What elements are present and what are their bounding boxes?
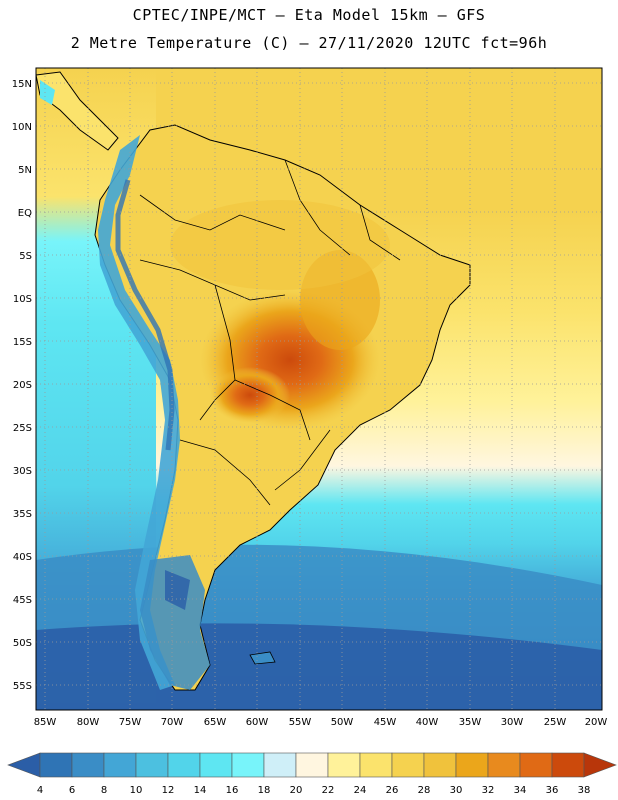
amazon-warm-area <box>170 200 390 290</box>
colorbar-swatch <box>135 752 169 778</box>
colorbar-swatch <box>231 752 265 778</box>
colorbar-tick-label: 24 <box>354 785 367 796</box>
falkland-islands <box>249 651 276 665</box>
title-line-2: 2 Metre Temperature (C) – 27/11/2020 12U… <box>70 34 548 52</box>
colorbar-tick-label: 22 <box>322 785 335 796</box>
colorbar-tick-label: 6 <box>69 785 75 796</box>
colorbar-tick-label: 18 <box>258 785 271 796</box>
colorbar-swatch <box>359 752 393 778</box>
colorbar-tick-label: 26 <box>386 785 399 796</box>
colorbar-tick-label: 38 <box>578 785 591 796</box>
map-frame <box>35 67 603 711</box>
colorbar: 4 6 8 10 12 14 16 18 20 22 24 26 28 30 32 34 36 38 <box>7 752 617 796</box>
colorbar-swatch <box>391 752 425 778</box>
colorbar-tick-label: 10 <box>130 785 143 796</box>
lon-label: 50W <box>331 717 354 728</box>
colorbar-arrow-low <box>7 752 41 778</box>
lon-label: 25W <box>544 717 567 728</box>
lon-label: 85W <box>34 717 57 728</box>
andes-crest <box>115 179 175 451</box>
patagonia-cold-area <box>140 555 210 690</box>
colorbar-tick-label: 8 <box>101 785 107 796</box>
colorbar-swatch <box>263 752 297 778</box>
lon-label: 45W <box>374 717 397 728</box>
lon-label: 60W <box>246 717 269 728</box>
colorbar-swatch <box>487 752 521 778</box>
lon-label: 40W <box>416 717 439 728</box>
colorbar-swatch <box>167 752 201 778</box>
patagonia-coldest-area <box>165 570 190 610</box>
colorbar-swatch <box>39 752 73 778</box>
colorbar-swatch <box>103 752 137 778</box>
colorbar-swatch <box>551 752 585 778</box>
lon-label: 80W <box>77 717 100 728</box>
lat-label: 15S <box>13 337 32 348</box>
lon-label: 70W <box>161 717 184 728</box>
lat-label: 10S <box>13 294 32 305</box>
lon-label: 20W <box>585 717 608 728</box>
chaco-hotspot <box>210 367 290 423</box>
lon-label: 75W <box>119 717 142 728</box>
lat-label: 10N <box>12 122 32 133</box>
lon-label: 55W <box>289 717 312 728</box>
lat-label: 5N <box>18 165 32 176</box>
colorbar-tick-label: 36 <box>546 785 559 796</box>
lat-label: EQ <box>18 208 32 219</box>
andes-cold-strip <box>98 135 180 690</box>
lat-label: 15N <box>12 79 32 90</box>
colorbar-tick-label: 30 <box>450 785 463 796</box>
lat-label: 55S <box>13 681 32 692</box>
lat-label: 25S <box>13 423 32 434</box>
lat-label: 20S <box>13 380 32 391</box>
colorbar-tick-label: 12 <box>162 785 175 796</box>
lon-label: 65W <box>204 717 227 728</box>
colorbar-swatch <box>519 752 553 778</box>
lat-label: 5S <box>19 251 32 262</box>
lat-label: 35S <box>13 509 32 520</box>
colorbar-tick-label: 4 <box>37 785 43 796</box>
lat-labels: 15N 10N 5N EQ 5S 10S 15S 20S 25S 30S 35S… <box>12 79 32 692</box>
colorbar-tick-label: 28 <box>418 785 431 796</box>
lat-label: 50S <box>13 638 32 649</box>
colorbar-swatch <box>199 752 233 778</box>
colorbar-tick-label: 34 <box>514 785 527 796</box>
lat-label: 30S <box>13 466 32 477</box>
lon-labels: 85W 80W 75W 70W 65W 60W 55W 50W 45W 40W … <box>34 717 608 728</box>
colorbar-arrow-high <box>583 752 617 778</box>
colorbar-swatch <box>295 752 329 778</box>
colorbar-swatch <box>327 752 361 778</box>
lon-label: 35W <box>459 717 482 728</box>
lat-label: 45S <box>13 595 32 606</box>
colorbar-tick-label: 20 <box>290 785 303 796</box>
central-america-highlands <box>40 80 55 105</box>
temperature-map: 15N 10N 5N EQ 5S 10S 15S 20S 25S 30S 35S… <box>7 67 617 796</box>
colorbar-swatch <box>71 752 105 778</box>
lat-label: 40S <box>13 552 32 563</box>
colorbar-swatch <box>455 752 489 778</box>
colorbar-tick-label: 14 <box>194 785 207 796</box>
colorbar-swatch <box>423 752 457 778</box>
title-line-1: CPTEC/INPE/MCT – Eta Model 15km – GFS <box>132 6 486 24</box>
colorbar-tick-label: 16 <box>226 785 239 796</box>
colorbar-tick-label: 32 <box>482 785 495 796</box>
lon-label: 30W <box>501 717 524 728</box>
map-field <box>36 68 602 710</box>
